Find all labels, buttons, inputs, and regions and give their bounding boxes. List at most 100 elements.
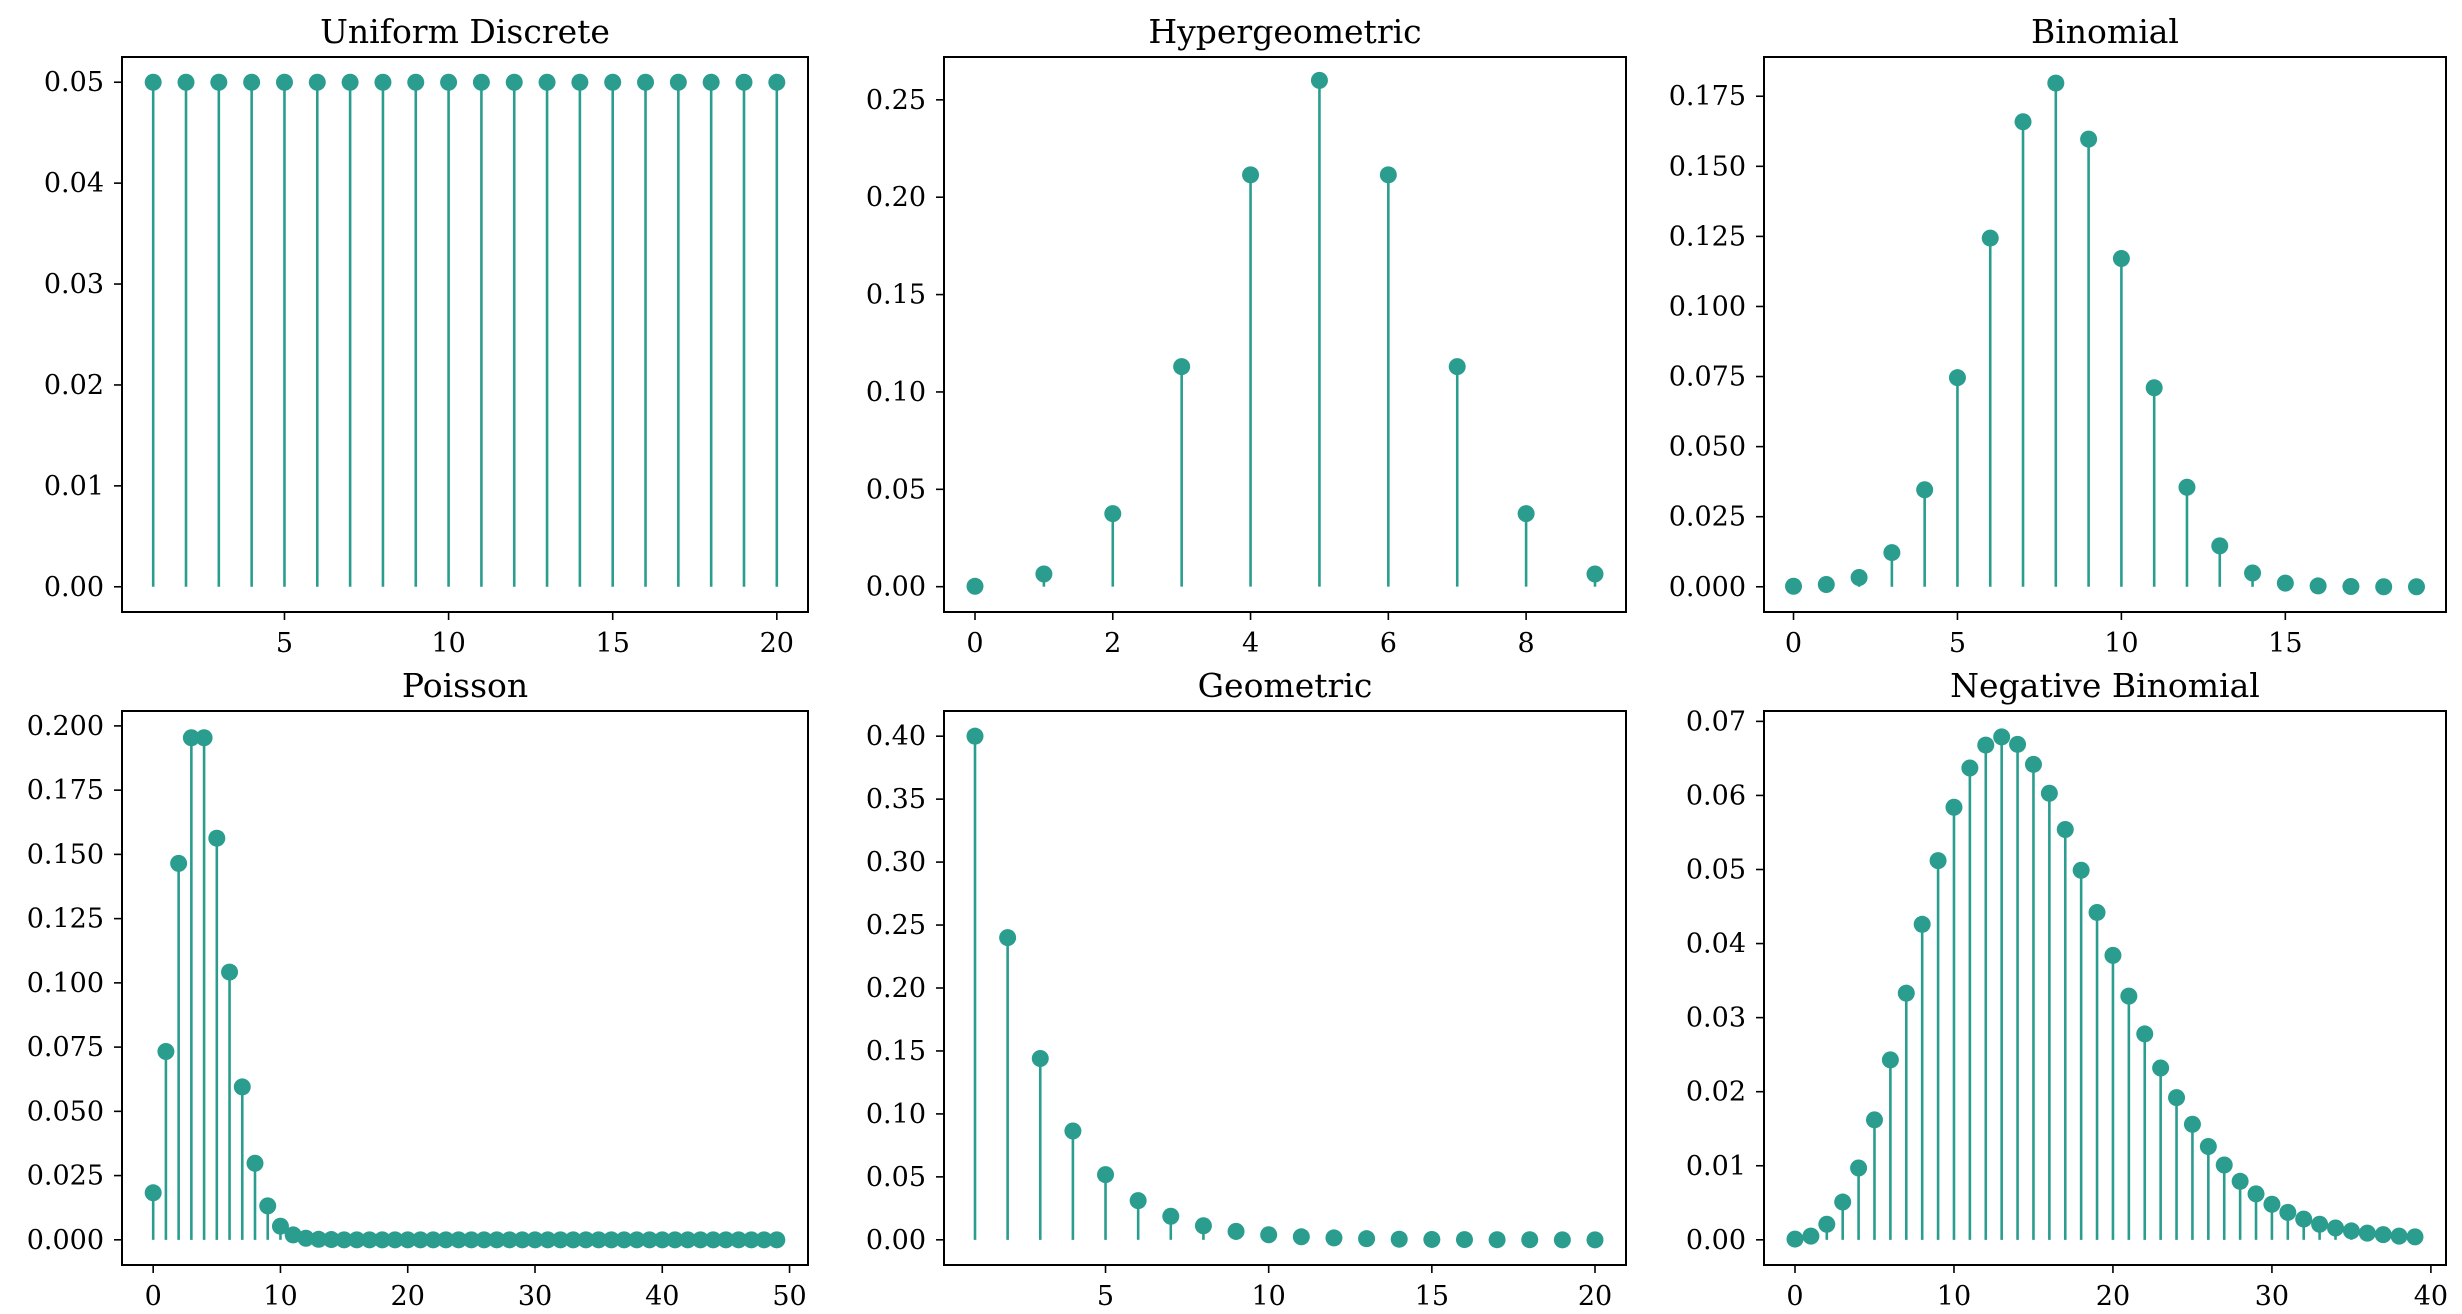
- subplot-3: Binomial 0 5 10 15 0.000 0.025 0.050 0.075 0.100 0…: [1669, 12, 2447, 659]
- y-tick-label: 0.175: [27, 775, 104, 806]
- stem-marker: [1802, 1227, 1820, 1245]
- axes-frame: [121, 710, 809, 1266]
- subplot-1: Uniform Discrete 5 10 15 20 0.00 0.01 0.02 0.03 0…: [44, 12, 809, 659]
- axes-frame: [1763, 710, 2447, 1266]
- x-tick-label: 5: [1097, 1281, 1114, 1312]
- stem-marker: [208, 829, 226, 847]
- y-tick-label: 0.100: [27, 968, 104, 999]
- stem-marker: [691, 1231, 709, 1249]
- stem-marker: [373, 1231, 391, 1249]
- stem-marker: [2009, 735, 2027, 753]
- stem-marker: [1423, 1230, 1441, 1248]
- stem-marker: [1194, 1217, 1212, 1235]
- stem-marker: [297, 1229, 315, 1247]
- chart-title: Hypergeometric: [1148, 12, 1421, 51]
- stem-marker: [2178, 478, 2196, 496]
- stem-marker: [2120, 987, 2138, 1005]
- stem-marker: [1818, 1215, 1836, 1233]
- y-tick-label: 0.125: [27, 904, 104, 935]
- stem-marker: [1031, 1050, 1049, 1068]
- stem-marker: [702, 73, 720, 91]
- stem-marker: [1310, 71, 1328, 89]
- y-tick-label: 0.00: [1686, 1225, 1746, 1256]
- stem-marker: [2279, 1203, 2297, 1221]
- stem-marker: [2040, 784, 2058, 802]
- stem-marker: [2358, 1224, 2376, 1242]
- x-tick-label: 5: [1949, 628, 1966, 659]
- y-tick-label: 0.050: [1669, 432, 1746, 463]
- y-tick-label: 0.075: [1669, 362, 1746, 393]
- x-tick-label: 40: [2414, 1281, 2448, 1312]
- subplot-2: Hypergeometric 0 2 4 6 8 0.00 0.05 0.10 0.15 0.20 0…: [866, 12, 1627, 659]
- stem-marker: [1097, 1166, 1115, 1184]
- stem-marker: [2088, 903, 2106, 921]
- stem-marker: [488, 1231, 506, 1249]
- stem-marker: [310, 1230, 328, 1248]
- y-tick-label: 0.10: [866, 377, 926, 408]
- stem-marker: [1897, 984, 1915, 1002]
- stem-marker: [1817, 576, 1835, 594]
- stem-marker: [641, 1231, 659, 1249]
- stem-marker: [341, 73, 359, 91]
- stem-marker: [1390, 1230, 1408, 1248]
- stem-marker: [221, 963, 239, 981]
- y-tick-label: 0.200: [27, 711, 104, 742]
- stem-marker: [2152, 1059, 2170, 1077]
- stem-marker: [407, 73, 425, 91]
- stem-marker: [1850, 1159, 1868, 1177]
- y-tick-label: 0.03: [1686, 1003, 1746, 1034]
- stem-marker: [462, 1231, 480, 1249]
- stem-marker: [322, 1231, 340, 1249]
- stem-marker: [577, 1231, 595, 1249]
- y-tick-label: 0.175: [1669, 81, 1746, 112]
- stem-marker: [1850, 569, 1868, 587]
- x-tick-label: 10: [1937, 1281, 1971, 1312]
- stem-marker: [1881, 1051, 1899, 1069]
- stem-marker: [1865, 1111, 1883, 1129]
- stem-marker: [399, 1231, 417, 1249]
- stem-marker: [475, 1231, 493, 1249]
- stem-marker: [679, 1231, 697, 1249]
- stem-marker: [1292, 1228, 1310, 1246]
- y-tick-label: 0.20: [866, 973, 926, 1004]
- subplot-4: Poisson 0 10 20 30 40 50 0.000 0.025 0.050 0.075 0.…: [27, 666, 809, 1312]
- stem-marker: [361, 1231, 379, 1249]
- stem-marker: [1358, 1230, 1376, 1248]
- y-tick-label: 0.15: [866, 280, 926, 311]
- stem-marker: [1883, 544, 1901, 562]
- x-tick-label: 10: [2104, 628, 2138, 659]
- stem-marker: [966, 727, 984, 745]
- stem-marker: [538, 73, 556, 91]
- stem-marker: [1129, 1192, 1147, 1210]
- y-tick-label: 0.00: [866, 1225, 926, 1256]
- y-tick-label: 0.05: [866, 474, 926, 505]
- stem-marker: [2231, 1172, 2249, 1190]
- stem-marker: [2199, 1137, 2217, 1155]
- stem-marker: [2014, 113, 2032, 131]
- stem-marker: [424, 1231, 442, 1249]
- y-tick-label: 0.000: [27, 1225, 104, 1256]
- x-tick-label: 0: [1785, 628, 1802, 659]
- y-tick-label: 0.05: [1686, 854, 1746, 885]
- stem-marker: [637, 73, 655, 91]
- stem-marker: [768, 1231, 786, 1249]
- stem-marker: [2072, 861, 2090, 879]
- x-tick-label: 0: [966, 628, 983, 659]
- stem-marker: [1948, 369, 1966, 387]
- x-tick-label: 2: [1104, 628, 1121, 659]
- stem-marker: [1553, 1231, 1571, 1249]
- y-tick-label: 0.000: [1669, 572, 1746, 603]
- stem-marker: [1916, 481, 1934, 499]
- stem-marker: [1488, 1231, 1506, 1249]
- stem-marker: [1173, 358, 1191, 376]
- stem-marker: [2215, 1156, 2233, 1174]
- stem-marker: [2024, 755, 2042, 773]
- stem-marker: [1981, 229, 1999, 247]
- y-tick-label: 0.01: [1686, 1151, 1746, 1182]
- x-tick-label: 0: [145, 1281, 162, 1312]
- stem-marker: [1455, 1231, 1473, 1249]
- stem-marker: [2136, 1025, 2154, 1043]
- stem-marker: [1242, 166, 1260, 184]
- stem-marker: [1945, 798, 1963, 816]
- stem-marker: [437, 1231, 455, 1249]
